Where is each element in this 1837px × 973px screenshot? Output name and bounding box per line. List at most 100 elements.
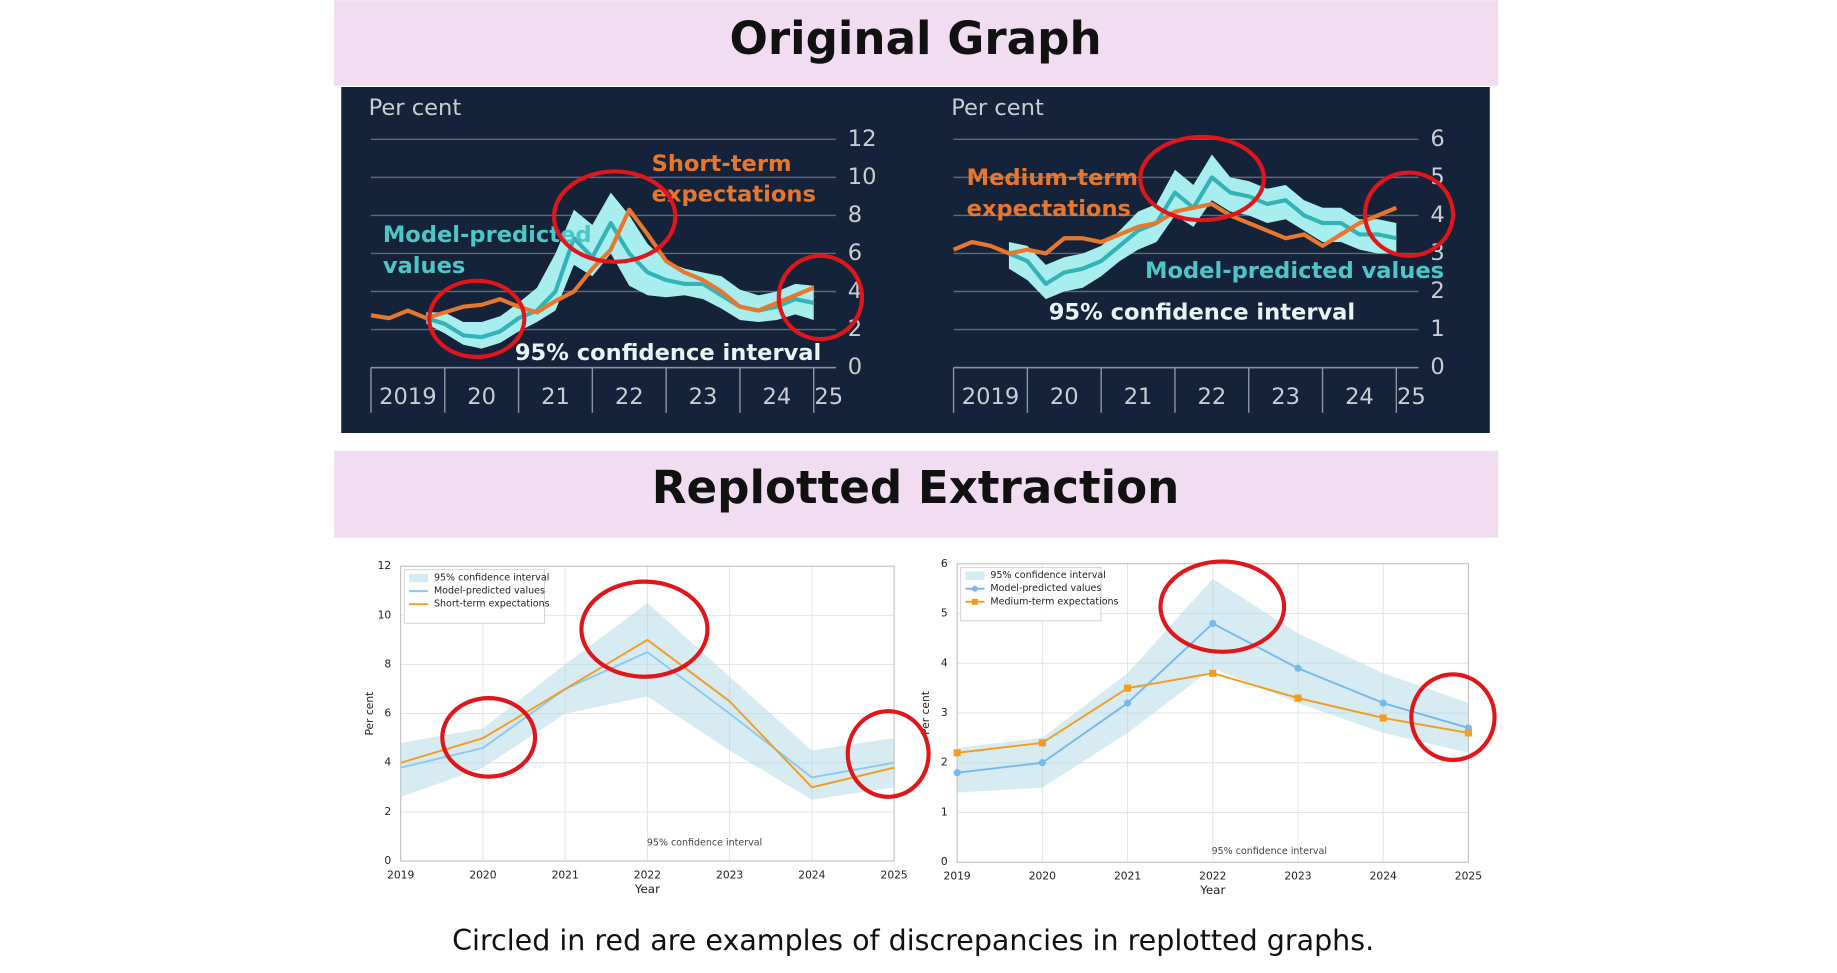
x-tick-label: 2024 — [1370, 869, 1397, 882]
x-tick-label: 2019 — [962, 384, 1019, 410]
x-tick-label: 2023 — [1284, 869, 1311, 882]
legend-label: Short-term expectations — [434, 599, 550, 610]
marker — [1379, 699, 1387, 707]
series-line — [370, 207, 815, 321]
series-line — [400, 651, 895, 779]
y-tick-label: 10 — [848, 164, 877, 190]
y-tick-label: 0 — [941, 855, 948, 868]
legend-label: Medium-term expectations — [990, 596, 1118, 607]
x-axis-label: Year — [1199, 883, 1225, 897]
y-tick-label: 6 — [384, 707, 391, 720]
y-tick-label: 2 — [384, 805, 391, 818]
series-line — [952, 201, 1398, 256]
red-circle — [1158, 559, 1287, 654]
series-line — [1008, 175, 1397, 286]
y-tick-label: 10 — [378, 608, 392, 621]
legend-swatch — [965, 571, 985, 580]
x-tick-label: 25 — [814, 384, 843, 410]
original-panel — [341, 86, 1490, 433]
annotation: Model-predicted values — [1145, 258, 1444, 284]
discrepancy-circles — [427, 134, 1497, 799]
legend-label: 95% confidence interval — [990, 570, 1105, 581]
header-band — [334, 450, 1499, 538]
x-tick-label: 2024 — [798, 868, 825, 881]
marker — [1038, 739, 1046, 747]
y-tick-label: 8 — [384, 657, 391, 670]
legend-label: Model-predicted values — [434, 586, 545, 597]
x-tick-label: 24 — [762, 384, 791, 410]
annotation: 95% confidence interval — [647, 838, 762, 849]
marker — [1294, 664, 1302, 672]
x-tick-label: 20 — [1050, 384, 1079, 410]
y-tick-label: 0 — [848, 354, 862, 380]
y-tick-label: 6 — [941, 557, 948, 570]
y-tick-label: 4 — [941, 656, 948, 669]
x-tick-label: 23 — [1271, 384, 1300, 410]
x-tick-label: 20 — [467, 384, 496, 410]
heading: Original Graph — [729, 12, 1101, 65]
legend-label: 95% confidence interval — [434, 573, 549, 584]
annotation: expectations — [967, 196, 1131, 222]
legend-label: Model-predicted values — [990, 583, 1101, 594]
annotation: values — [383, 253, 466, 279]
x-tick-label: 22 — [1197, 384, 1226, 410]
y-axis-label: Per cent — [951, 95, 1044, 121]
x-tick-label: 2020 — [1029, 869, 1056, 882]
marker — [1379, 714, 1387, 722]
annotation: 95% confidence interval — [1049, 299, 1355, 325]
x-tick-label: 2019 — [944, 869, 971, 882]
y-tick-label: 8 — [848, 202, 862, 228]
red-circle — [1362, 170, 1456, 258]
x-tick-label: 2022 — [1199, 869, 1226, 882]
confidence-band — [957, 578, 1469, 793]
legend-marker — [972, 598, 978, 605]
header-band — [334, 0, 1499, 86]
annotation: Short-term — [652, 151, 792, 177]
y-tick-label: 2 — [1430, 278, 1444, 304]
y-tick-label: 4 — [384, 756, 391, 769]
x-tick-label: 2019 — [387, 868, 414, 881]
marker — [1209, 669, 1217, 677]
red-circle — [551, 169, 678, 264]
annotation: 95% confidence interval — [1212, 846, 1327, 857]
marker — [1123, 684, 1132, 692]
x-tick-label: 23 — [689, 384, 718, 410]
y-tick-label: 0 — [384, 854, 391, 867]
y-tick-label: 1 — [1430, 316, 1444, 342]
marker — [1294, 694, 1302, 702]
annotation: expectations — [652, 182, 816, 208]
red-circle — [1138, 134, 1266, 223]
red-circle — [776, 253, 865, 342]
series-line — [400, 638, 895, 789]
y-tick-label: 3 — [941, 706, 948, 719]
caption: Circled in red are examples of discrepan… — [452, 924, 1374, 957]
y-tick-label: 12 — [848, 126, 877, 152]
marker — [1123, 699, 1132, 707]
x-tick-label: 25 — [1397, 384, 1426, 410]
legend-marker — [972, 585, 978, 592]
x-tick-label: 22 — [615, 384, 644, 410]
x-tick-label: 2021 — [552, 868, 579, 881]
y-tick-label: 6 — [848, 240, 862, 266]
x-tick-label: 2023 — [716, 868, 743, 881]
x-tick-label: 2022 — [634, 868, 661, 881]
red-circle — [427, 278, 527, 359]
x-tick-label: 2020 — [469, 868, 496, 881]
x-tick-label: 2025 — [1455, 869, 1482, 882]
red-circle — [579, 579, 710, 679]
x-tick-label: 21 — [1124, 384, 1153, 410]
y-tick-label: 4 — [1430, 202, 1444, 228]
marker — [953, 749, 961, 757]
y-axis-label: Per cent — [363, 692, 376, 736]
red-circle — [845, 709, 931, 799]
y-axis-label: Per cent — [919, 691, 932, 735]
y-tick-label: 1 — [941, 805, 948, 818]
annotation: Medium-term — [967, 165, 1138, 191]
x-tick-label: 2021 — [1114, 869, 1141, 882]
y-tick-label: 5 — [941, 607, 948, 620]
y-tick-label: 6 — [1430, 126, 1444, 152]
legend-box — [403, 569, 545, 624]
